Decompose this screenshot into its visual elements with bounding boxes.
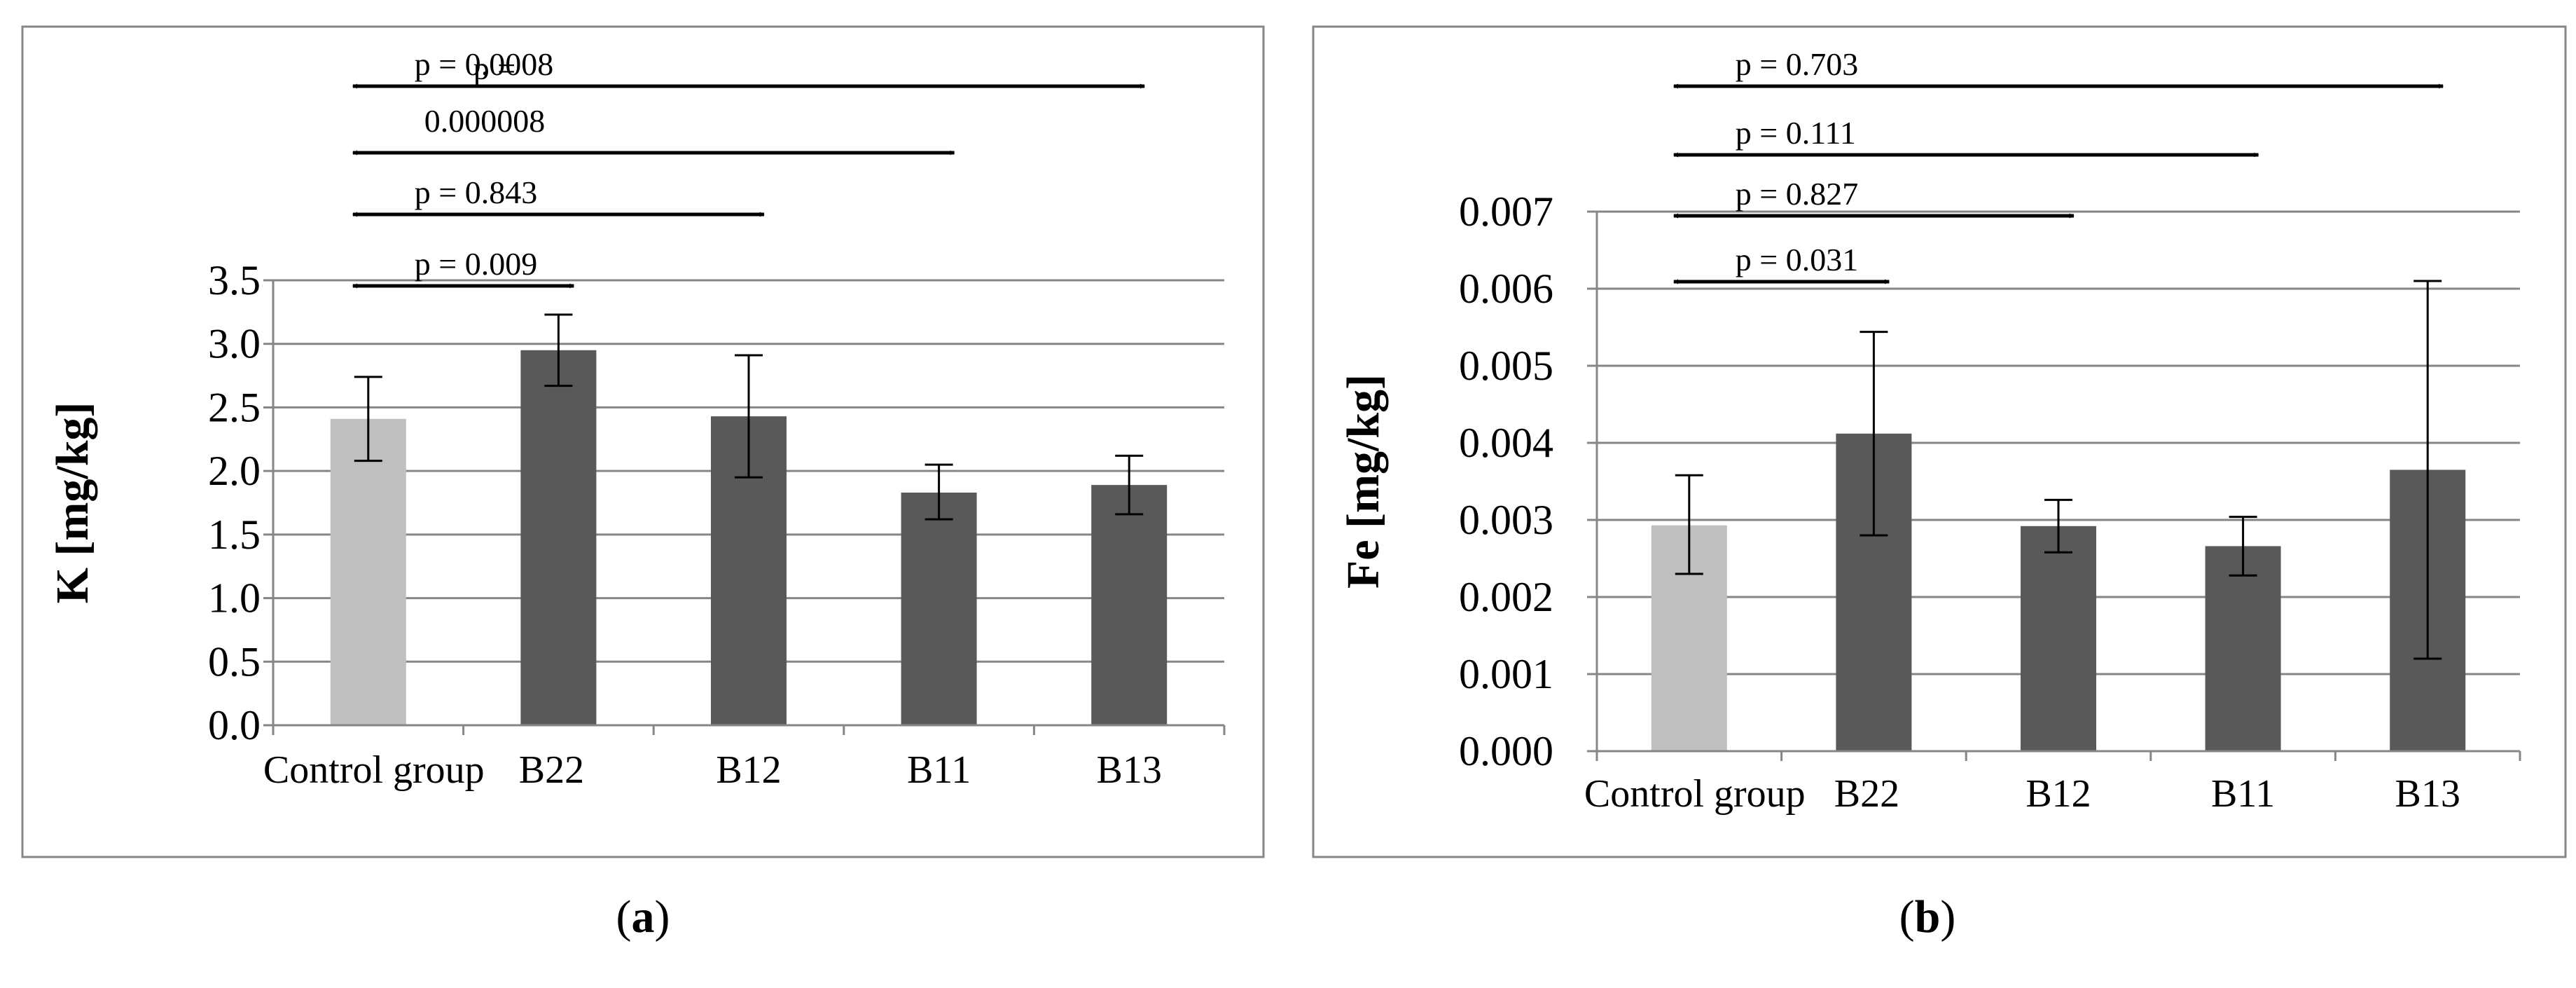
panel-b-category-labels: Control group B22 B12 B11 B13 (1584, 772, 2460, 816)
panel-a-bars (330, 350, 1168, 725)
panel-a-gridlines (273, 279, 1224, 663)
ytick-label: 0.006 (1459, 266, 1553, 312)
p-value-label: p = 0.031 (1736, 242, 1858, 277)
panel-a-errorbars (354, 313, 1144, 521)
category-label: B22 (519, 748, 584, 792)
category-label: B13 (1097, 748, 1162, 792)
panel-a-caption: (a) (616, 891, 670, 942)
comparison-bracket: p = 0.031 (1673, 242, 1890, 284)
ytick-label: 0.0 (208, 702, 261, 748)
ytick-label: 3.5 (208, 257, 261, 303)
p-value-label: p = 0.0008 (415, 46, 553, 82)
p-value-label: p = 0.009 (415, 246, 537, 282)
panel-b-caption: (b) (1899, 891, 1956, 942)
ytick-label: 0.005 (1459, 343, 1553, 389)
panel-b-comparisons: p = 0.703 p = 0.111 p = 0.827 p = 0.031 (1673, 46, 2444, 284)
ytick-label: 0.5 (208, 638, 261, 685)
category-label: B11 (2211, 772, 2275, 816)
panel-a-category-labels: Control group B22 B12 B11 B13 (263, 748, 1162, 792)
category-label: B13 (2395, 772, 2460, 816)
category-label: Control group (263, 748, 485, 792)
ytick-label: 3.0 (208, 321, 261, 367)
p-value-label: p = (473, 50, 515, 86)
category-label: B12 (2026, 772, 2091, 816)
p-value-label: 0.000008 (424, 103, 546, 139)
category-label: Control group (1584, 772, 1806, 816)
comparison-bracket: p = 0.843 (352, 174, 765, 217)
panel-b-frame (1312, 25, 2567, 858)
y-axis-title: K [mg/kg] (47, 402, 98, 604)
category-label: B12 (716, 748, 781, 792)
ytick-label: 2.0 (208, 448, 261, 494)
ytick-label: 0.001 (1459, 651, 1553, 697)
comparison-bracket: p = 0.827 (1673, 176, 2075, 219)
ytick-label: 0.000 (1459, 728, 1553, 774)
comparison-bracket: p = 0.0008 (352, 46, 1145, 89)
ytick-label: 1.5 (208, 512, 261, 558)
bar-control (330, 418, 406, 725)
bar-b13 (1091, 485, 1168, 725)
comparison-bracket: p = 0.111 (1673, 115, 2259, 158)
panel-b: 0.000 0.001 0.002 0.003 0.004 0.005 0.00… (1312, 25, 2567, 942)
category-label: B22 (1834, 772, 1899, 816)
panel-a-ytick-labels: 0.0 0.5 1.0 1.5 2.0 2.5 3.0 3.5 (208, 257, 261, 748)
bar-b22 (520, 350, 597, 725)
panel-b-errorbars (1675, 280, 2442, 660)
comparison-bracket: p = 0.000008 (352, 50, 955, 156)
ytick-label: 0.004 (1459, 420, 1553, 466)
panel-a-axes (263, 279, 1226, 735)
panel-a: 0.0 0.5 1.0 1.5 2.0 2.5 3.0 3.5 Control … (21, 25, 1265, 942)
panel-b-axes (1587, 210, 2521, 761)
panel-b-ytick-labels: 0.000 0.001 0.002 0.003 0.004 0.005 0.00… (1459, 188, 1553, 774)
ytick-label: 0.002 (1459, 574, 1553, 620)
p-value-label: p = 0.111 (1736, 115, 1856, 151)
ytick-label: 0.003 (1459, 497, 1553, 543)
panel-a-frame (21, 25, 1265, 858)
panel-a-comparisons: p = 0.0008 p = 0.000008 p = 0.843 p = 0.… (352, 46, 1145, 289)
category-label: B11 (907, 748, 971, 792)
ytick-label: 2.5 (208, 384, 261, 430)
ytick-label: 0.007 (1459, 188, 1553, 235)
bar-b11 (901, 492, 977, 725)
y-axis-title: Fe [mg/kg] (1338, 374, 1389, 589)
p-value-label: p = 0.703 (1736, 46, 1858, 82)
comparison-bracket: p = 0.703 (1673, 46, 2444, 89)
p-value-label: p = 0.843 (415, 174, 537, 210)
ytick-label: 1.0 (208, 575, 261, 622)
panel-b-bars (1651, 433, 2466, 751)
bar-b11 (2205, 546, 2281, 751)
p-value-label: p = 0.827 (1736, 176, 1858, 212)
bar-b12 (2021, 526, 2096, 751)
comparison-bracket: p = 0.009 (352, 246, 575, 289)
